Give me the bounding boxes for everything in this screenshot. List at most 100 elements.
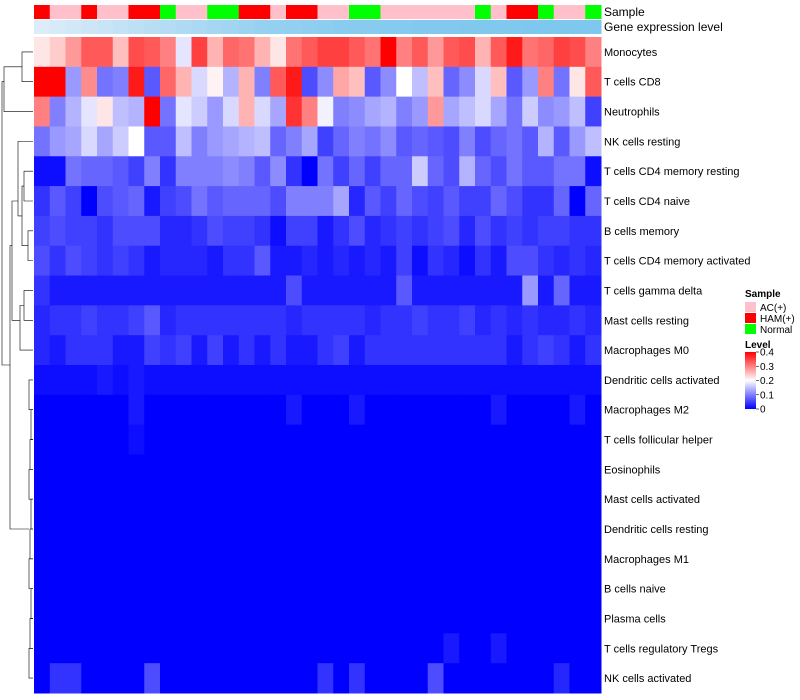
heatmap-cell (317, 514, 334, 545)
heatmap-cell (49, 156, 66, 187)
heatmap-cell (270, 514, 287, 545)
heatmap-cell (490, 484, 507, 515)
heatmap-cell (191, 186, 208, 217)
heatmap-cell (238, 514, 255, 545)
heatmap-cell (301, 37, 318, 68)
heatmap-cell (412, 484, 429, 515)
heatmap-cell (585, 424, 602, 455)
heatmap-cell (254, 335, 271, 366)
heatmap-cell (506, 454, 523, 485)
gene-expression-annotation-cell (301, 20, 318, 34)
heatmap-cell (459, 633, 476, 664)
heatmap-cell (112, 543, 129, 575)
heatmap-cell (490, 37, 507, 68)
heatmap-cell (286, 245, 303, 277)
heatmap-cell (301, 186, 318, 217)
heatmap-cell (286, 454, 303, 485)
heatmap-cell (412, 454, 429, 485)
heatmap-cell (97, 394, 114, 426)
heatmap-cell (97, 573, 114, 605)
heatmap-cell (475, 454, 492, 485)
heatmap-cell (128, 126, 145, 157)
heatmap-cell (81, 603, 98, 634)
heatmap-cell (333, 543, 350, 575)
heatmap-cell (112, 156, 129, 187)
row-label: T cells regulatory Tregs (604, 643, 719, 655)
heatmap-cell (160, 215, 177, 247)
dendrogram-branch (30, 588, 33, 619)
heatmap-cell (34, 66, 51, 98)
legend-sample-swatch (745, 302, 756, 312)
heatmap-cell (490, 365, 507, 396)
heatmap-cell (475, 156, 492, 187)
heatmap-cell (522, 394, 539, 426)
heatmap-cell (112, 186, 129, 217)
heatmap-cell (443, 186, 460, 217)
heatmap-cell (333, 215, 350, 247)
gene-expression-annotation-cell (459, 20, 476, 34)
heatmap-cell (65, 245, 82, 277)
legend-level-tick-label: 0.1 (760, 390, 774, 401)
heatmap-cell (443, 573, 460, 605)
heatmap-cell (191, 37, 208, 68)
heatmap-cell (317, 37, 334, 68)
heatmap-cell (443, 424, 460, 455)
heatmap-cell (81, 633, 98, 664)
heatmap-cell (49, 633, 66, 664)
heatmap-cell (223, 603, 240, 634)
heatmap-cell (65, 37, 82, 68)
heatmap-cell (144, 424, 161, 455)
heatmap-cell (254, 633, 271, 664)
heatmap-cell (65, 96, 82, 127)
heatmap-cell (506, 514, 523, 545)
heatmap-cell (569, 573, 586, 605)
heatmap-cell (349, 37, 366, 68)
heatmap-cell (475, 543, 492, 575)
gene-expression-annotation-cell (490, 20, 507, 34)
heatmap-cell (97, 66, 114, 98)
heatmap-cell (443, 275, 460, 306)
gene-expression-annotation-cell (380, 20, 397, 34)
heatmap-cell (490, 245, 507, 277)
heatmap-cell (333, 275, 350, 306)
heatmap-cell (301, 66, 318, 98)
heatmap-cell (443, 37, 460, 68)
heatmap-cell (97, 37, 114, 68)
heatmap-cell (81, 275, 98, 306)
sample-annotation-cell (254, 5, 271, 19)
heatmap-cell (97, 96, 114, 127)
dendrogram-branch (29, 528, 33, 560)
heatmap-cell (459, 37, 476, 68)
heatmap-cell (380, 96, 397, 127)
heatmap-cell (254, 543, 271, 575)
heatmap-cell (396, 245, 413, 277)
heatmap-cell (254, 66, 271, 98)
heatmap-cell (333, 573, 350, 605)
heatmap-cell (317, 66, 334, 98)
heatmap-cell (364, 543, 381, 575)
heatmap-cell (34, 424, 51, 455)
heatmap-cell (254, 484, 271, 515)
heatmap-cell (333, 633, 350, 664)
heatmap-cell (569, 245, 586, 277)
heatmap-cell (506, 305, 523, 336)
heatmap-cell (270, 66, 287, 98)
heatmap-cell (34, 603, 51, 634)
row-label: Plasma cells (604, 613, 666, 625)
heatmap-cell (427, 126, 444, 157)
heatmap-cell (333, 603, 350, 634)
heatmap-cell (81, 514, 98, 545)
heatmap-cell (364, 335, 381, 366)
heatmap-cell (380, 186, 397, 217)
heatmap-cell (364, 663, 381, 694)
row-label: Macrophages M2 (604, 405, 689, 417)
heatmap-cell (585, 394, 602, 426)
heatmap-cell (364, 365, 381, 396)
heatmap-cell (207, 633, 224, 664)
gene-expression-annotation-cell (191, 20, 208, 34)
heatmap-cell (459, 126, 476, 157)
heatmap-cell (65, 215, 82, 247)
heatmap-cell (412, 603, 429, 634)
heatmap-cell (175, 37, 192, 68)
heatmap-cell (238, 126, 255, 157)
